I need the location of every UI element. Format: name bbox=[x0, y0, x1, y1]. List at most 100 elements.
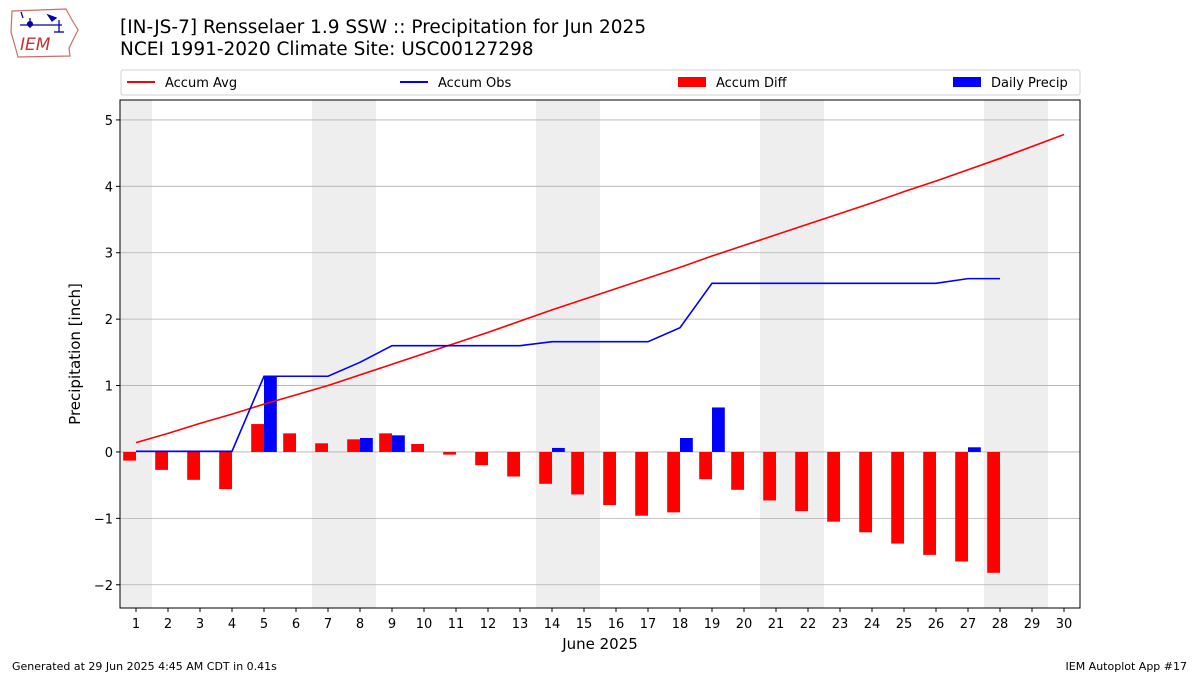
weekend-shading bbox=[120, 100, 1048, 608]
chart-title: [IN-JS-7] Rensselaer 1.9 SSW :: Precipit… bbox=[120, 17, 647, 38]
bar-accum-diff bbox=[187, 451, 200, 480]
x-tick-label: 29 bbox=[1024, 617, 1041, 632]
x-tick-label: 23 bbox=[832, 617, 849, 632]
y-axis-label: Precipitation [inch] bbox=[66, 283, 84, 425]
legend-label-accum-diff: Accum Diff bbox=[716, 76, 788, 91]
bar-accum-diff bbox=[443, 451, 456, 455]
x-tick-label: 15 bbox=[576, 617, 593, 632]
x-tick-label: 12 bbox=[480, 617, 497, 632]
bar-accum-diff bbox=[635, 451, 648, 516]
bar-accum-diff bbox=[379, 433, 392, 452]
bar-accum-diff bbox=[155, 451, 168, 470]
bar-accum-diff bbox=[219, 451, 232, 490]
bar-accum-diff bbox=[283, 433, 296, 452]
x-tick-label: 1 bbox=[132, 617, 140, 632]
weekend-band bbox=[760, 100, 824, 608]
bar-accum-diff bbox=[411, 443, 424, 452]
x-tick-label: 16 bbox=[608, 617, 625, 632]
weather-instruments-icon bbox=[20, 11, 64, 33]
legend-label-accum-obs: Accum Obs bbox=[438, 76, 511, 91]
y-tick-label: 0 bbox=[105, 446, 113, 461]
x-axis-label: June 2025 bbox=[561, 635, 638, 653]
bar-daily-precip bbox=[552, 447, 565, 452]
x-tick-label: 2 bbox=[164, 617, 172, 632]
bar-accum-diff bbox=[987, 451, 1000, 573]
x-tick-label: 17 bbox=[640, 617, 657, 632]
bar-daily-precip bbox=[360, 438, 373, 452]
lines bbox=[135, 133, 1065, 453]
x-tick-label: 11 bbox=[448, 617, 465, 632]
grid-lines bbox=[120, 119, 1080, 586]
x-tick-label: 4 bbox=[228, 617, 236, 632]
y-tick-label: 2 bbox=[105, 313, 113, 328]
x-tick-label: 14 bbox=[544, 617, 561, 632]
logo-text: IEM bbox=[20, 35, 51, 55]
bar-accum-diff bbox=[251, 424, 264, 452]
bar-accum-diff bbox=[827, 451, 840, 522]
weekend-band bbox=[536, 100, 600, 608]
y-tick-label: 1 bbox=[105, 380, 113, 395]
iowa-state-outline-icon bbox=[10, 8, 79, 58]
weekend-band bbox=[120, 100, 152, 608]
x-tick-label: 28 bbox=[992, 617, 1009, 632]
bar-daily-precip bbox=[968, 447, 981, 452]
x-tick-label: 22 bbox=[800, 617, 817, 632]
x-tick-label: 20 bbox=[736, 617, 753, 632]
iem-logo: IEM bbox=[10, 8, 79, 58]
y-tick-label: 4 bbox=[105, 180, 113, 195]
line-accum-obs bbox=[136, 277, 1000, 453]
bar-accum-diff bbox=[923, 451, 936, 555]
bar-accum-diff bbox=[315, 443, 328, 452]
x-tick-label: 10 bbox=[416, 617, 433, 632]
bar-accum-diff bbox=[507, 451, 520, 477]
weekend-band bbox=[312, 100, 376, 608]
x-tick-label: 8 bbox=[356, 617, 364, 632]
y-tick-label: 5 bbox=[105, 114, 113, 129]
legend-frame bbox=[120, 69, 1081, 96]
bar-accum-diff bbox=[475, 451, 488, 466]
legend-label-accum-avg: Accum Avg bbox=[165, 76, 237, 91]
x-tick-label: 5 bbox=[260, 617, 268, 632]
x-tick-label: 13 bbox=[512, 617, 529, 632]
x-tick-label: 24 bbox=[864, 617, 881, 632]
legend-swatch-accum-diff bbox=[678, 77, 706, 87]
bar-daily-precip bbox=[680, 438, 693, 452]
line-accum-avg bbox=[135, 133, 1065, 444]
bar-accum-diff bbox=[603, 451, 616, 506]
x-tick-label: 26 bbox=[928, 617, 945, 632]
bar-daily-precip bbox=[264, 376, 277, 452]
bar-daily-precip bbox=[712, 407, 725, 452]
y-tick-label: −2 bbox=[94, 579, 113, 594]
bar-accum-diff bbox=[891, 451, 904, 544]
bar-accum-diff bbox=[763, 451, 776, 501]
plot-frame bbox=[119, 99, 1081, 609]
bar-accum-diff bbox=[123, 451, 136, 461]
legend-label-daily-precip: Daily Precip bbox=[991, 76, 1068, 91]
x-tick-label: 7 bbox=[324, 617, 332, 632]
x-tick-label: 9 bbox=[388, 617, 396, 632]
y-tick-label: −1 bbox=[94, 512, 113, 527]
x-tick-label: 30 bbox=[1056, 617, 1073, 632]
bar-accum-diff bbox=[667, 451, 680, 513]
x-tick-label: 21 bbox=[768, 617, 785, 632]
x-tick-label: 19 bbox=[704, 617, 721, 632]
x-tick-label: 18 bbox=[672, 617, 689, 632]
bar-accum-diff bbox=[539, 451, 552, 484]
chart-subtitle: NCEI 1991-2020 Climate Site: USC00127298 bbox=[120, 39, 534, 60]
x-tick-label: 27 bbox=[960, 617, 977, 632]
x-tick-label: 6 bbox=[292, 617, 300, 632]
bar-accum-diff bbox=[347, 439, 360, 452]
legend: Accum Avg Accum Obs Accum Diff Daily Precip bbox=[120, 69, 1081, 96]
bar-accum-diff bbox=[955, 451, 968, 562]
x-tick-label: 25 bbox=[896, 617, 913, 632]
bar-accum-diff bbox=[859, 451, 872, 533]
y-tick-label: 3 bbox=[105, 247, 113, 262]
bars bbox=[123, 376, 1000, 573]
bar-accum-diff bbox=[795, 451, 808, 512]
bar-accum-diff bbox=[571, 451, 584, 495]
bar-daily-precip bbox=[392, 435, 405, 452]
bar-accum-diff bbox=[731, 451, 744, 490]
generated-timestamp: Generated at 29 Jun 2025 4:45 AM CDT in … bbox=[12, 660, 277, 673]
